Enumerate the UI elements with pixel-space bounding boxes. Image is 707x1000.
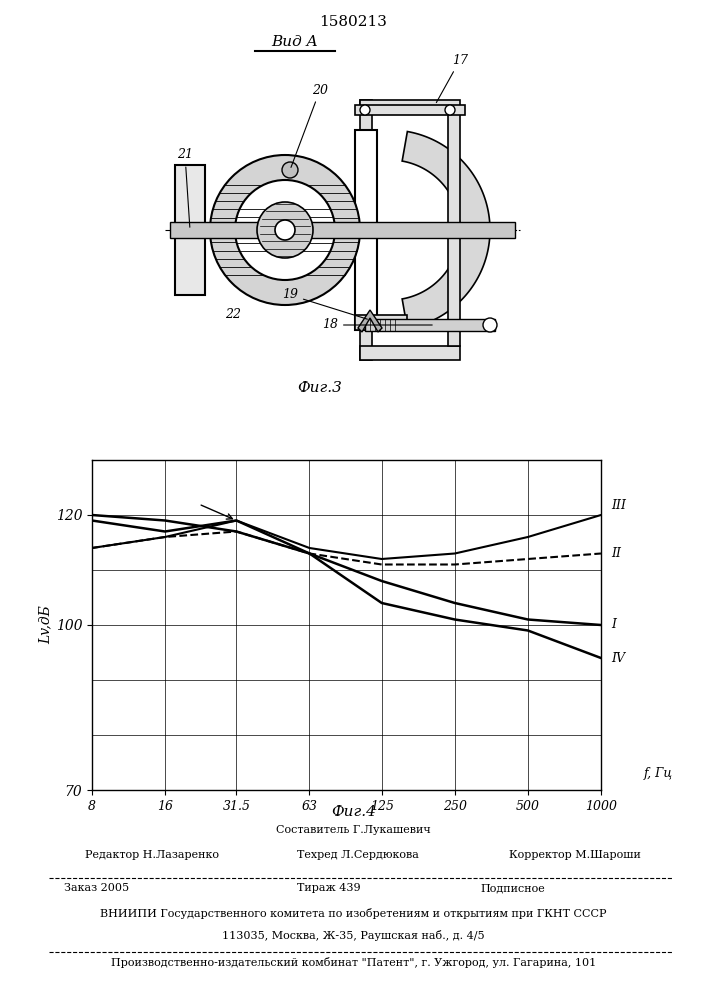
Text: Производственно-издательский комбинат "Патент", г. Ужгород, ул. Гагарина, 101: Производственно-издательский комбинат "П… bbox=[111, 957, 596, 968]
Circle shape bbox=[282, 162, 298, 178]
Text: Редактор Н.Лазаренко: Редактор Н.Лазаренко bbox=[85, 850, 219, 860]
Text: II: II bbox=[611, 547, 621, 560]
Circle shape bbox=[275, 220, 295, 240]
Text: I: I bbox=[611, 618, 616, 632]
Bar bbox=[170, 222, 515, 238]
Y-axis label: Lv,дБ: Lv,дБ bbox=[39, 606, 53, 644]
Text: Составитель Г.Лукашевич: Составитель Г.Лукашевич bbox=[276, 825, 431, 835]
Bar bbox=[360, 346, 460, 360]
Text: 21: 21 bbox=[177, 148, 193, 227]
Circle shape bbox=[445, 105, 455, 115]
Circle shape bbox=[483, 318, 497, 332]
Circle shape bbox=[210, 155, 360, 305]
Text: f, Гц: f, Гц bbox=[643, 767, 672, 780]
Polygon shape bbox=[358, 310, 382, 332]
Text: Тираж 439: Тираж 439 bbox=[297, 883, 361, 893]
Text: 1580213: 1580213 bbox=[319, 15, 387, 29]
Text: Заказ 2005: Заказ 2005 bbox=[64, 883, 129, 893]
Text: 18: 18 bbox=[322, 318, 432, 332]
Circle shape bbox=[257, 202, 313, 258]
Text: 22: 22 bbox=[225, 308, 241, 321]
Bar bbox=[355, 315, 407, 330]
Text: IV: IV bbox=[611, 652, 625, 664]
Text: Фиг.4: Фиг.4 bbox=[331, 805, 376, 819]
Circle shape bbox=[235, 180, 335, 280]
Bar bbox=[355, 130, 377, 330]
Text: Фиг.3: Фиг.3 bbox=[298, 381, 342, 395]
Polygon shape bbox=[402, 132, 490, 328]
Text: 19: 19 bbox=[282, 288, 368, 319]
Bar bbox=[175, 165, 205, 295]
Text: 20: 20 bbox=[291, 84, 328, 167]
Bar bbox=[355, 105, 465, 115]
Text: III: III bbox=[611, 499, 626, 512]
Text: ВНИИПИ Государственного комитета по изобретениям и открытиям при ГКНТ СССР: ВНИИПИ Государственного комитета по изоб… bbox=[100, 908, 607, 919]
Text: 113035, Москва, Ж-35, Раушская наб., д. 4/5: 113035, Москва, Ж-35, Раушская наб., д. … bbox=[222, 930, 485, 941]
Bar bbox=[360, 100, 460, 114]
Circle shape bbox=[360, 105, 370, 115]
Text: Подписное: Подписное bbox=[481, 883, 546, 893]
Text: 17: 17 bbox=[436, 53, 468, 103]
Bar bbox=[360, 100, 372, 360]
Text: Вид A: Вид A bbox=[271, 35, 318, 49]
Bar bbox=[365, 319, 495, 331]
Text: Корректор М.Шароши: Корректор М.Шароши bbox=[509, 850, 641, 860]
Bar bbox=[448, 114, 460, 346]
Text: Техред Л.Сердюкова: Техред Л.Сердюкова bbox=[297, 850, 419, 860]
